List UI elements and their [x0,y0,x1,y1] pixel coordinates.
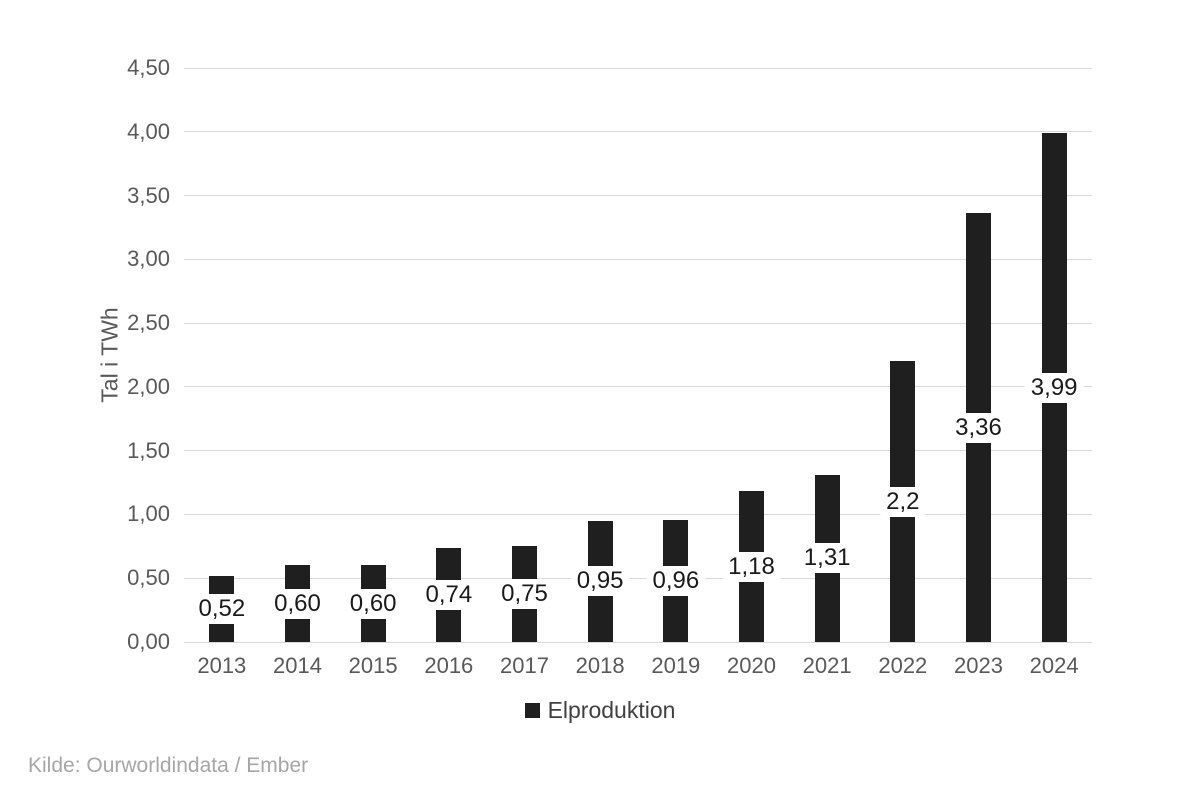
value-label-2016: 0,74 [419,579,479,610]
legend-label: Elproduktion [547,697,676,723]
x-axis-tick-2015: 2015 [348,653,398,678]
gridline [184,131,1092,133]
y-axis-tick: 0,00 [127,629,170,654]
x-axis-tick-2013: 2013 [197,653,247,678]
gridline [184,195,1092,197]
y-axis-tick: 3,00 [127,246,170,272]
value-label-2014: 0,60 [268,588,327,619]
gridline [184,322,1092,324]
x-axis-tick-2021: 2021 [802,653,852,678]
gridline [184,450,1092,452]
x-axis-tick-2020: 2020 [727,653,776,678]
x-axis-tick-2017: 2017 [500,653,549,678]
x-axis-tick-2018: 2018 [575,653,625,678]
y-axis-tick: 4,00 [127,118,170,144]
gridline [184,386,1092,388]
value-label-2022: 2,2 [880,486,926,517]
legend: Elproduktion [0,697,1200,724]
x-axis-tick-2016: 2016 [424,653,474,678]
y-axis-tick: 4,50 [127,55,170,80]
y-axis-tick: 1,50 [127,437,170,463]
x-axis-tick-2024: 2024 [1029,653,1079,678]
x-axis-tick-2022: 2022 [878,653,928,678]
x-axis-tick-2023: 2023 [954,653,1003,678]
gridline [184,641,1092,643]
y-axis-tick: 2,50 [127,310,170,336]
value-label-2024: 3,99 [1024,372,1084,403]
gridline [184,513,1092,515]
y-axis-tick: 0,50 [127,565,170,591]
value-label-2018: 0,95 [570,566,630,597]
gridline [184,577,1092,579]
source-caption: Kilde: Ourworldindata / Ember [28,754,309,777]
y-axis-tick: 1,00 [127,501,170,527]
x-axis-tick-2014: 2014 [273,653,322,678]
value-label-2015: 0,60 [343,588,403,619]
value-label-2021: 1,31 [797,543,857,574]
y-axis-tick: 3,50 [127,182,170,208]
value-label-2017: 0,75 [495,579,554,610]
y-axis-tick: 2,00 [127,373,170,399]
value-label-2020: 1,18 [722,551,781,582]
x-axis-tick-2019: 2019 [651,653,701,678]
value-label-2023: 3,36 [949,412,1008,443]
gridline [184,67,1092,69]
value-label-2013: 0,52 [192,593,252,624]
value-label-2019: 0,96 [646,565,706,596]
legend-marker-square-icon [524,703,540,718]
gridline [184,258,1092,260]
